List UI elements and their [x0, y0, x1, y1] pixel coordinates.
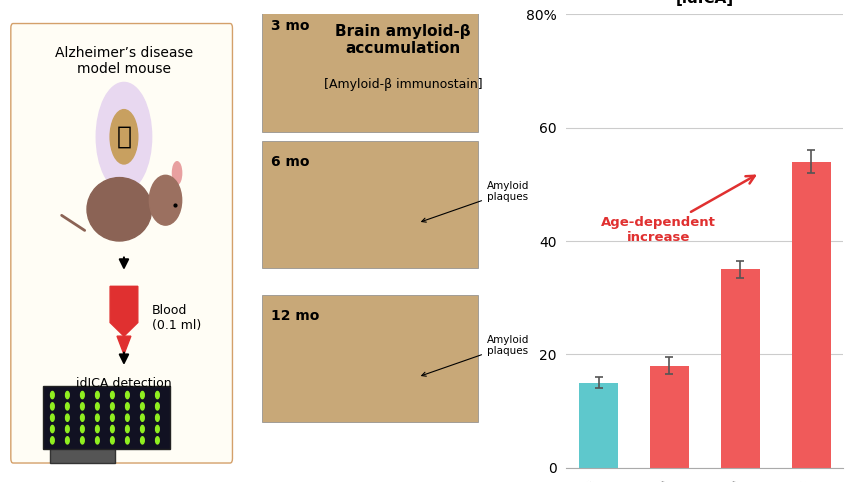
Text: 12 mo: 12 mo [271, 309, 320, 323]
Circle shape [81, 414, 84, 421]
Text: [Amyloid-β immunostain]: [Amyloid-β immunostain] [324, 78, 482, 91]
FancyBboxPatch shape [262, 141, 478, 268]
Circle shape [111, 403, 114, 410]
Ellipse shape [172, 162, 181, 185]
Circle shape [95, 414, 99, 421]
Circle shape [125, 437, 130, 444]
FancyBboxPatch shape [43, 386, 170, 449]
Circle shape [156, 414, 159, 421]
Circle shape [110, 109, 138, 164]
Title: Blood amyloid-β-
bound exosomes
[idICA]: Blood amyloid-β- bound exosomes [idICA] [632, 0, 777, 6]
Circle shape [66, 426, 69, 433]
Text: 6 mo: 6 mo [271, 155, 309, 169]
Circle shape [125, 414, 130, 421]
Circle shape [50, 437, 55, 444]
Ellipse shape [87, 177, 152, 241]
Bar [792, 162, 831, 468]
Text: 3 mo: 3 mo [271, 19, 309, 33]
FancyBboxPatch shape [50, 442, 115, 463]
Circle shape [111, 414, 114, 421]
Polygon shape [117, 336, 131, 354]
Circle shape [66, 437, 69, 444]
Circle shape [141, 391, 144, 399]
Bar [579, 383, 618, 468]
Text: Alzheimer’s disease
model mouse: Alzheimer’s disease model mouse [55, 46, 193, 76]
Text: Amyloid
plaques: Amyloid plaques [422, 335, 529, 376]
Text: Blood
(0.1 ml): Blood (0.1 ml) [152, 304, 201, 332]
Circle shape [125, 391, 130, 399]
Circle shape [81, 391, 84, 399]
Circle shape [50, 391, 55, 399]
Bar [650, 365, 689, 468]
Circle shape [96, 82, 152, 191]
Polygon shape [110, 286, 138, 336]
FancyBboxPatch shape [11, 24, 233, 463]
Text: idICA detection: idICA detection [76, 377, 172, 390]
Circle shape [66, 414, 69, 421]
Circle shape [81, 403, 84, 410]
Circle shape [141, 414, 144, 421]
Circle shape [156, 391, 159, 399]
Circle shape [95, 437, 99, 444]
Circle shape [50, 403, 55, 410]
Circle shape [141, 403, 144, 410]
Circle shape [95, 391, 99, 399]
Ellipse shape [149, 175, 181, 225]
Circle shape [111, 426, 114, 433]
Circle shape [50, 426, 55, 433]
Circle shape [156, 426, 159, 433]
Circle shape [156, 403, 159, 410]
Circle shape [125, 426, 130, 433]
Circle shape [66, 391, 69, 399]
Circle shape [66, 403, 69, 410]
Circle shape [156, 437, 159, 444]
Circle shape [50, 414, 55, 421]
Text: Amyloid
plaques: Amyloid plaques [422, 181, 529, 222]
Circle shape [81, 426, 84, 433]
Circle shape [125, 403, 130, 410]
Circle shape [81, 437, 84, 444]
Circle shape [95, 426, 99, 433]
Circle shape [111, 437, 114, 444]
Circle shape [95, 403, 99, 410]
FancyBboxPatch shape [262, 295, 478, 422]
Text: 🧠: 🧠 [117, 125, 131, 149]
Circle shape [141, 426, 144, 433]
Circle shape [141, 437, 144, 444]
Text: Age-dependent
increase: Age-dependent increase [602, 176, 755, 244]
FancyBboxPatch shape [262, 5, 478, 132]
Text: Brain amyloid-β
accumulation: Brain amyloid-β accumulation [335, 24, 470, 56]
Bar [721, 269, 760, 468]
Circle shape [111, 391, 114, 399]
